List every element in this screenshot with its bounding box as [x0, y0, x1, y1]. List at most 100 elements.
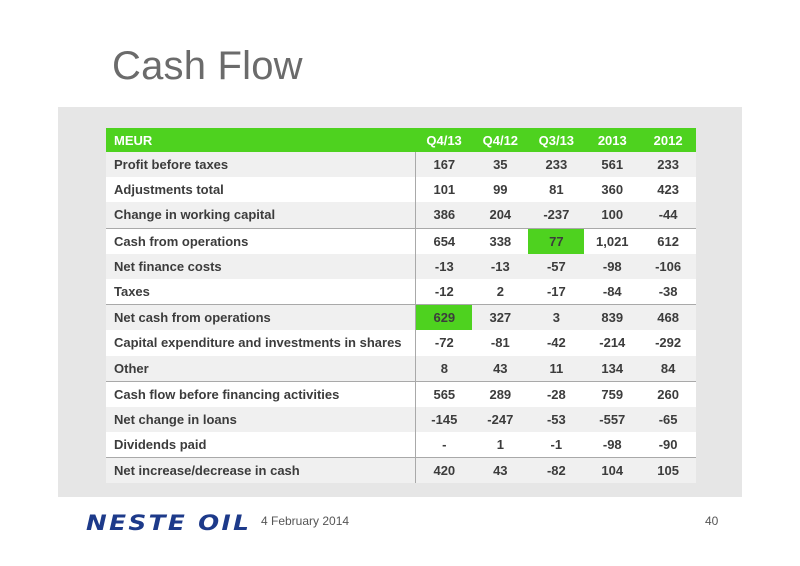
- cell: -17: [528, 278, 585, 305]
- cell: -82: [528, 457, 585, 484]
- cell: -38: [640, 278, 696, 305]
- cell: -214: [584, 330, 641, 356]
- cell: -145: [415, 406, 473, 433]
- row-label: Change in working capital: [106, 202, 416, 229]
- cash-flow-table: MEUR Q4/13 Q4/12 Q3/13 2013 2012 Profit …: [106, 128, 696, 484]
- cell: -42: [528, 330, 585, 356]
- row-label: Dividends paid: [106, 432, 416, 458]
- cell: 233: [640, 152, 696, 178]
- cell: -98: [584, 432, 641, 458]
- cell: -44: [640, 202, 696, 229]
- cell: -81: [472, 330, 529, 356]
- table-row: Change in working capital 386 204 -237 1…: [106, 202, 696, 229]
- cell: 386: [415, 202, 473, 229]
- cell: 204: [472, 202, 529, 229]
- cell: 1: [472, 432, 529, 458]
- cell: 105: [640, 457, 696, 484]
- cell: 360: [584, 177, 641, 203]
- row-label: Net increase/decrease in cash: [106, 457, 416, 484]
- cell: 289: [472, 380, 529, 407]
- cell: 3: [528, 304, 585, 331]
- slide-date: 4 February 2014: [261, 514, 350, 528]
- table-row: Capital expenditure and investments in s…: [106, 330, 696, 356]
- table-row: Taxes -12 2 -17 -84 -38: [106, 278, 696, 305]
- cell: 104: [584, 457, 641, 484]
- cell: -98: [584, 253, 641, 279]
- cell: 2: [472, 278, 529, 305]
- row-label: Other: [106, 355, 416, 382]
- cell: -72: [415, 330, 473, 356]
- cell: -90: [640, 432, 696, 458]
- cell: 327: [472, 304, 529, 331]
- cell: 43: [472, 457, 529, 484]
- row-label: Cash flow before financing activities: [106, 380, 416, 407]
- table-row: Net change in loans -145 -247 -53 -557 -…: [106, 406, 696, 433]
- cell: -557: [584, 406, 641, 433]
- row-label: Net change in loans: [106, 406, 416, 433]
- table-row: Adjustments total 101 99 81 360 423: [106, 177, 696, 203]
- table-row: Cash from operations 654 338 77 1,021 61…: [106, 227, 696, 254]
- cell: 11: [528, 355, 585, 382]
- cell: 1,021: [584, 227, 641, 254]
- header-q4-12: Q4/12: [472, 128, 529, 152]
- cell: -13: [415, 253, 473, 279]
- cell: -: [415, 432, 473, 458]
- row-label: Adjustments total: [106, 177, 416, 203]
- cell: -28: [528, 380, 585, 407]
- cell: 612: [640, 227, 696, 254]
- cell: 839: [584, 304, 641, 331]
- highlighted-cell: 629: [415, 304, 473, 331]
- table-header-row: MEUR Q4/13 Q4/12 Q3/13 2013 2012: [106, 128, 696, 152]
- table-row: Net finance costs -13 -13 -57 -98 -106: [106, 253, 696, 279]
- row-label: Capital expenditure and investments in s…: [106, 330, 416, 356]
- cell: -65: [640, 406, 696, 433]
- cell: 35: [472, 152, 529, 178]
- table-row: Profit before taxes 167 35 233 561 233: [106, 152, 696, 178]
- cell: -292: [640, 330, 696, 356]
- row-label: Cash from operations: [106, 227, 416, 254]
- header-2012: 2012: [640, 128, 696, 152]
- row-label: Net cash from operations: [106, 304, 416, 331]
- cell: 43: [472, 355, 529, 382]
- cell: 101: [415, 177, 473, 203]
- cell: -1: [528, 432, 585, 458]
- cell: 338: [472, 227, 529, 254]
- cell: 420: [415, 457, 473, 484]
- cell: -53: [528, 406, 585, 433]
- slide-title: Cash Flow: [112, 44, 303, 88]
- header-q3-13: Q3/13: [528, 128, 585, 152]
- row-label: Taxes: [106, 278, 416, 305]
- row-label: Net finance costs: [106, 253, 416, 279]
- table-row: Other 8 43 11 134 84: [106, 355, 696, 382]
- cell: 561: [584, 152, 641, 178]
- cell: 423: [640, 177, 696, 203]
- cell: 99: [472, 177, 529, 203]
- cell: 654: [415, 227, 473, 254]
- cell: -13: [472, 253, 529, 279]
- cell: -12: [415, 278, 473, 305]
- cell: 759: [584, 380, 641, 407]
- table-row: Dividends paid - 1 -1 -98 -90: [106, 432, 696, 458]
- header-unit: MEUR: [106, 128, 416, 152]
- header-q4-13: Q4/13: [415, 128, 473, 152]
- header-2013: 2013: [584, 128, 641, 152]
- cell: -247: [472, 406, 529, 433]
- cell: 134: [584, 355, 641, 382]
- cell: 100: [584, 202, 641, 229]
- cell: -57: [528, 253, 585, 279]
- cell: 468: [640, 304, 696, 331]
- table-row: Cash flow before financing activities 56…: [106, 380, 696, 407]
- page-number: 40: [705, 514, 719, 528]
- table-row: Net increase/decrease in cash 420 43 -82…: [106, 457, 696, 484]
- cell: 233: [528, 152, 585, 178]
- table-row: Net cash from operations 629 327 3 839 4…: [106, 304, 696, 331]
- cell: -84: [584, 278, 641, 305]
- cell: 8: [415, 355, 473, 382]
- neste-oil-logo: NESTE OIL: [86, 511, 252, 535]
- cell: 260: [640, 380, 696, 407]
- cell: -237: [528, 202, 585, 229]
- cell: 167: [415, 152, 473, 178]
- cell: -106: [640, 253, 696, 279]
- cell: 565: [415, 380, 473, 407]
- highlighted-cell: 77: [528, 227, 585, 254]
